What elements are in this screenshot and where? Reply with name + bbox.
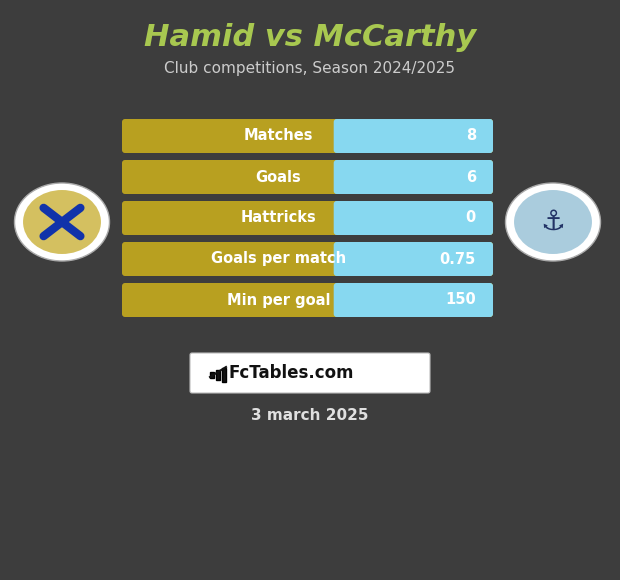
FancyBboxPatch shape: [190, 353, 430, 393]
FancyBboxPatch shape: [210, 372, 214, 378]
Ellipse shape: [14, 183, 110, 261]
FancyBboxPatch shape: [122, 283, 493, 317]
Text: 0.75: 0.75: [440, 252, 476, 266]
FancyBboxPatch shape: [122, 242, 493, 276]
Text: 3 march 2025: 3 march 2025: [251, 408, 369, 422]
Text: 0: 0: [466, 211, 476, 226]
Text: Min per goal: Min per goal: [226, 292, 330, 307]
FancyBboxPatch shape: [337, 245, 345, 273]
Text: 150: 150: [445, 292, 476, 307]
FancyBboxPatch shape: [334, 242, 493, 276]
Text: Matches: Matches: [244, 129, 313, 143]
Text: Goals: Goals: [255, 169, 301, 184]
Text: FcTables.com: FcTables.com: [228, 364, 353, 382]
Text: 8: 8: [466, 129, 476, 143]
FancyBboxPatch shape: [222, 368, 226, 382]
FancyBboxPatch shape: [334, 283, 493, 317]
FancyBboxPatch shape: [334, 201, 493, 235]
FancyBboxPatch shape: [122, 160, 493, 194]
FancyBboxPatch shape: [337, 122, 345, 150]
Ellipse shape: [505, 183, 601, 261]
Text: ⚓: ⚓: [541, 208, 565, 236]
Text: Goals per match: Goals per match: [211, 252, 346, 266]
FancyBboxPatch shape: [334, 160, 493, 194]
Text: Hamid vs McCarthy: Hamid vs McCarthy: [144, 24, 476, 53]
FancyBboxPatch shape: [337, 205, 345, 231]
FancyBboxPatch shape: [337, 287, 345, 314]
FancyBboxPatch shape: [122, 119, 493, 153]
Ellipse shape: [514, 190, 592, 254]
Ellipse shape: [23, 190, 101, 254]
FancyBboxPatch shape: [334, 119, 493, 153]
Text: Hattricks: Hattricks: [241, 211, 316, 226]
FancyBboxPatch shape: [122, 201, 493, 235]
Text: 6: 6: [466, 169, 476, 184]
Text: Club competitions, Season 2024/2025: Club competitions, Season 2024/2025: [164, 60, 456, 75]
FancyBboxPatch shape: [216, 370, 220, 380]
FancyBboxPatch shape: [337, 164, 345, 190]
